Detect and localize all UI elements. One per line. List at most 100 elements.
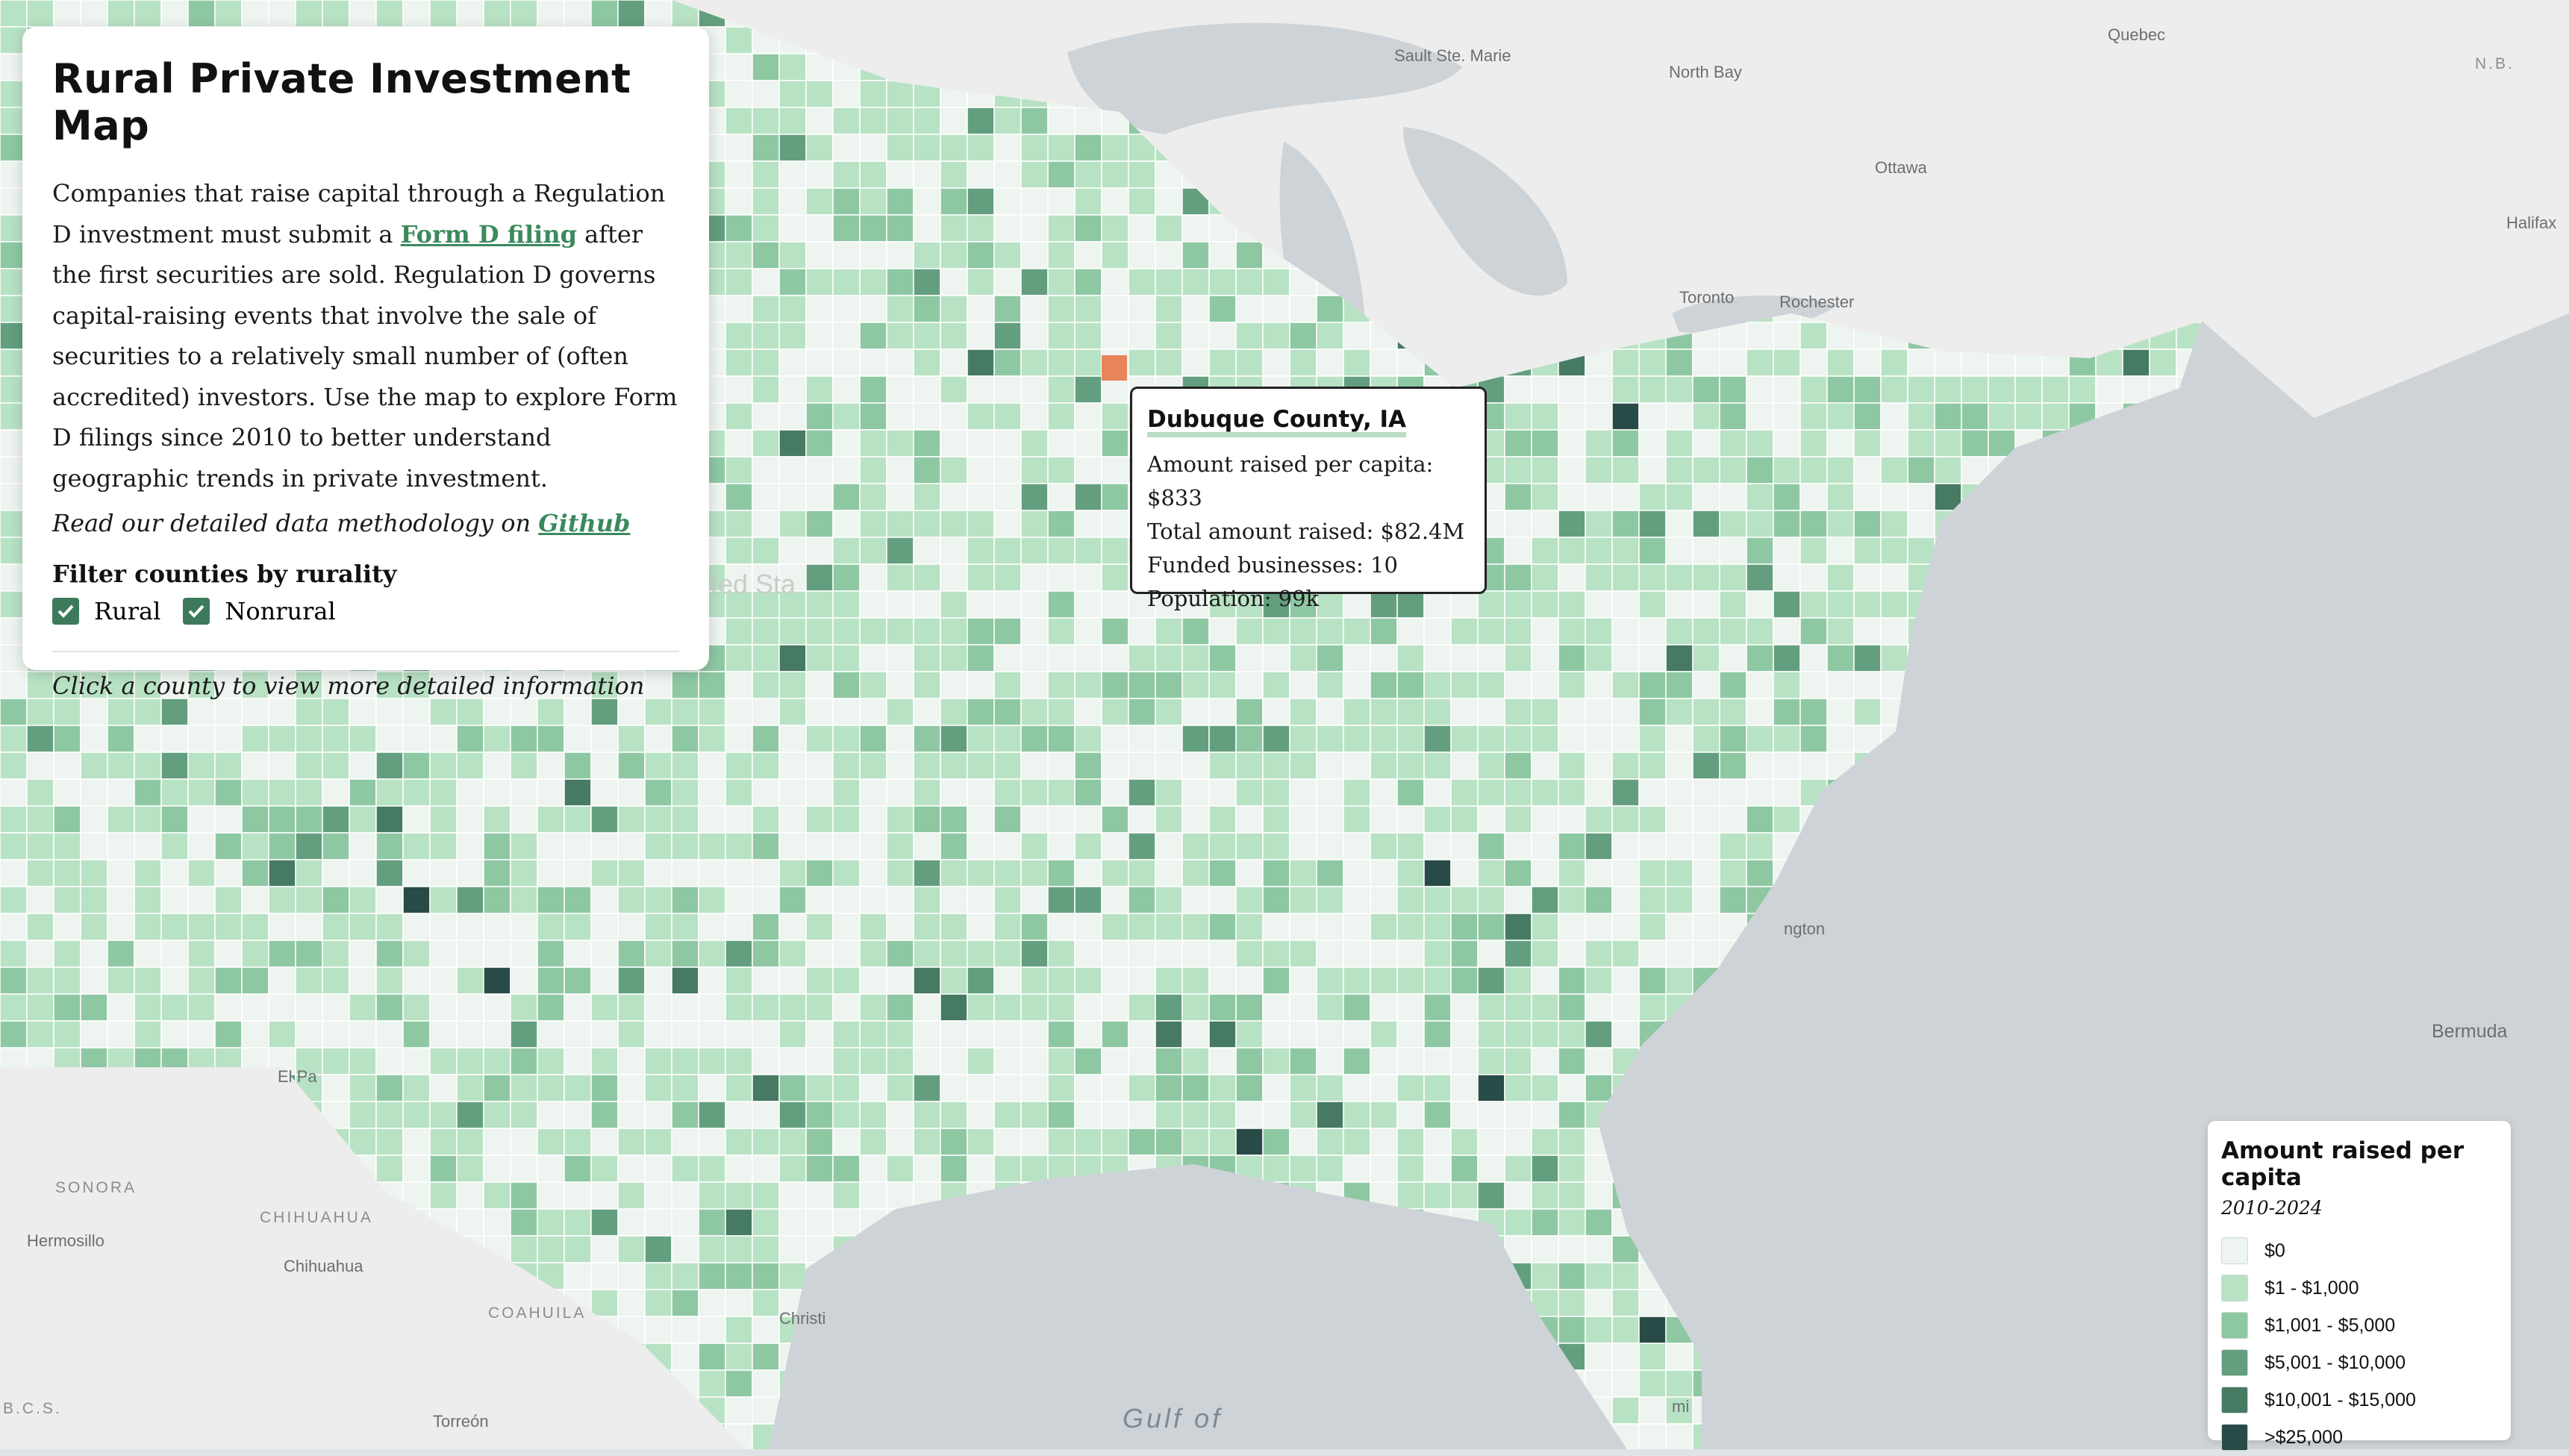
county[interactable] xyxy=(1585,1235,1613,1263)
county[interactable] xyxy=(456,1047,484,1075)
county[interactable] xyxy=(1289,644,1317,672)
county[interactable] xyxy=(349,913,377,941)
county[interactable] xyxy=(1128,698,1156,726)
county[interactable] xyxy=(564,940,592,968)
county[interactable] xyxy=(805,590,834,619)
county[interactable] xyxy=(1692,537,1720,565)
county[interactable] xyxy=(671,1047,699,1075)
county[interactable] xyxy=(349,1047,377,1075)
county[interactable] xyxy=(1558,671,1586,699)
county[interactable] xyxy=(805,940,834,968)
county[interactable] xyxy=(375,859,404,887)
county[interactable] xyxy=(1101,268,1129,296)
county[interactable] xyxy=(1235,993,1264,1022)
county[interactable] xyxy=(752,483,780,511)
county[interactable] xyxy=(1853,456,1882,484)
county[interactable] xyxy=(832,913,861,941)
county[interactable] xyxy=(671,752,699,780)
county[interactable] xyxy=(1047,966,1076,995)
county[interactable] xyxy=(1343,644,1371,672)
county[interactable] xyxy=(886,160,914,189)
county[interactable] xyxy=(1128,295,1156,323)
county[interactable] xyxy=(1155,1074,1183,1102)
county[interactable] xyxy=(187,0,216,28)
county[interactable] xyxy=(483,1101,511,1129)
county[interactable] xyxy=(778,375,807,404)
county[interactable] xyxy=(698,1020,726,1049)
county[interactable] xyxy=(2149,349,2177,377)
county[interactable] xyxy=(940,617,968,646)
county[interactable] xyxy=(1020,187,1049,216)
county[interactable] xyxy=(1155,940,1183,968)
county[interactable] xyxy=(1880,537,1908,565)
county[interactable] xyxy=(1101,805,1129,834)
county[interactable] xyxy=(1450,725,1479,753)
county[interactable] xyxy=(698,725,726,753)
county[interactable] xyxy=(1558,1155,1586,1183)
county[interactable] xyxy=(1235,349,1264,377)
county[interactable] xyxy=(993,268,1022,296)
county[interactable] xyxy=(1611,402,1640,431)
county[interactable] xyxy=(644,832,672,860)
county[interactable] xyxy=(1047,805,1076,834)
county[interactable] xyxy=(349,1101,377,1129)
county[interactable] xyxy=(1020,349,1049,377)
county[interactable] xyxy=(913,752,941,780)
county[interactable] xyxy=(1182,805,1210,834)
county[interactable] xyxy=(671,805,699,834)
county[interactable] xyxy=(1531,832,1559,860)
county[interactable] xyxy=(590,1235,619,1263)
county[interactable] xyxy=(859,725,887,753)
county[interactable] xyxy=(1208,966,1237,995)
county[interactable] xyxy=(725,778,753,807)
county[interactable] xyxy=(1773,698,1801,726)
county[interactable] xyxy=(993,644,1022,672)
county[interactable] xyxy=(1343,913,1371,941)
county[interactable] xyxy=(537,0,565,28)
county[interactable] xyxy=(1396,993,1425,1022)
county[interactable] xyxy=(1020,563,1049,592)
county[interactable] xyxy=(752,1369,780,1398)
county[interactable] xyxy=(1047,214,1076,243)
county[interactable] xyxy=(1047,375,1076,404)
county[interactable] xyxy=(1531,1128,1559,1156)
county[interactable] xyxy=(1558,859,1586,887)
county[interactable] xyxy=(1585,1074,1613,1102)
county[interactable] xyxy=(1531,993,1559,1022)
county[interactable] xyxy=(402,913,431,941)
county[interactable] xyxy=(1101,483,1129,511)
county[interactable] xyxy=(1074,563,1102,592)
county[interactable] xyxy=(1370,778,1398,807)
county[interactable] xyxy=(402,752,431,780)
county[interactable] xyxy=(1934,456,1962,484)
county[interactable] xyxy=(967,671,995,699)
county[interactable] xyxy=(778,886,807,914)
county[interactable] xyxy=(26,778,54,807)
county[interactable] xyxy=(1746,617,1774,646)
county[interactable] xyxy=(349,805,377,834)
county[interactable] xyxy=(160,752,189,780)
county[interactable] xyxy=(1020,429,1049,457)
county[interactable] xyxy=(1047,1101,1076,1129)
county[interactable] xyxy=(1504,913,1532,941)
county[interactable] xyxy=(644,1074,672,1102)
county[interactable] xyxy=(1208,617,1237,646)
county[interactable] xyxy=(1074,429,1102,457)
county[interactable] xyxy=(671,725,699,753)
county[interactable] xyxy=(590,1181,619,1210)
county[interactable] xyxy=(1020,537,1049,565)
county[interactable] xyxy=(1665,402,1694,431)
county[interactable] xyxy=(805,805,834,834)
county[interactable] xyxy=(1773,537,1801,565)
county[interactable] xyxy=(1531,402,1559,431)
county[interactable] xyxy=(1799,698,1828,726)
county[interactable] xyxy=(1370,993,1398,1022)
county[interactable] xyxy=(402,859,431,887)
county[interactable] xyxy=(1450,805,1479,834)
county[interactable] xyxy=(1074,993,1102,1022)
county[interactable] xyxy=(993,134,1022,162)
county[interactable] xyxy=(483,805,511,834)
county[interactable] xyxy=(268,940,296,968)
county[interactable] xyxy=(1074,752,1102,780)
county[interactable] xyxy=(1020,1020,1049,1049)
